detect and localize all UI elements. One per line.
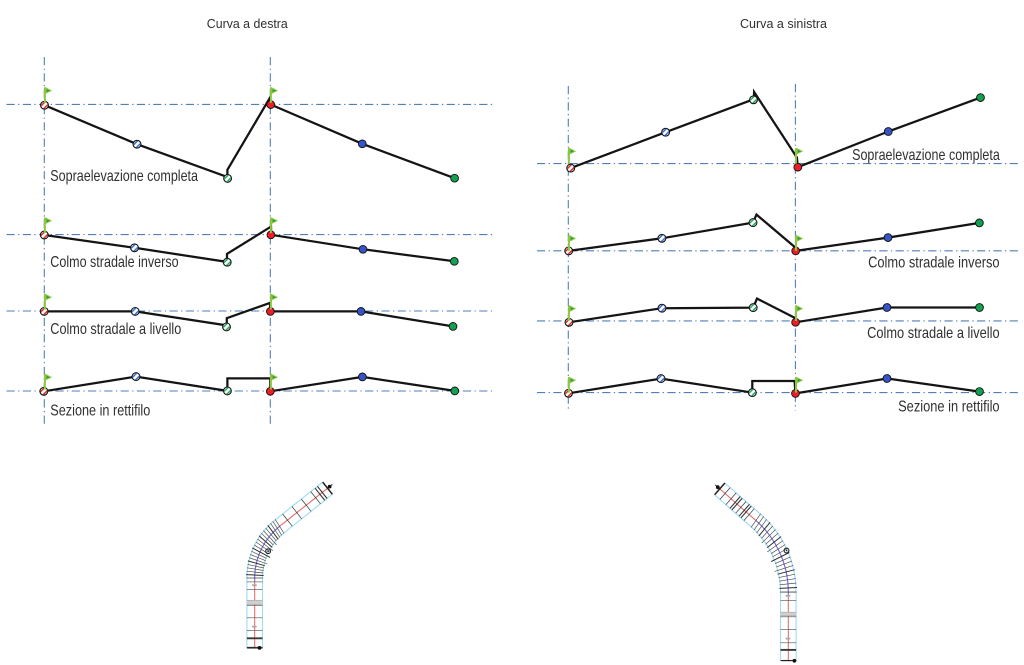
svg-text:Sezione in rettifilo: Sezione in rettifilo bbox=[898, 399, 1000, 416]
svg-text:Colmo stradale inverso: Colmo stradale inverso bbox=[50, 254, 179, 271]
svg-text:Sopraelevazione completa: Sopraelevazione completa bbox=[852, 147, 1000, 164]
svg-text:Curva a sinistra: Curva a sinistra bbox=[740, 16, 828, 31]
svg-text:Sezione in rettifilo: Sezione in rettifilo bbox=[50, 403, 150, 420]
svg-text:Curva a destra: Curva a destra bbox=[207, 16, 289, 31]
svg-text:Sopraelevazione completa: Sopraelevazione completa bbox=[50, 168, 198, 185]
svg-text:Colmo stradale a livello: Colmo stradale a livello bbox=[867, 325, 1000, 342]
svg-text:Colmo stradale a livello: Colmo stradale a livello bbox=[50, 321, 181, 338]
svg-text:Colmo stradale inverso: Colmo stradale inverso bbox=[868, 254, 1000, 271]
